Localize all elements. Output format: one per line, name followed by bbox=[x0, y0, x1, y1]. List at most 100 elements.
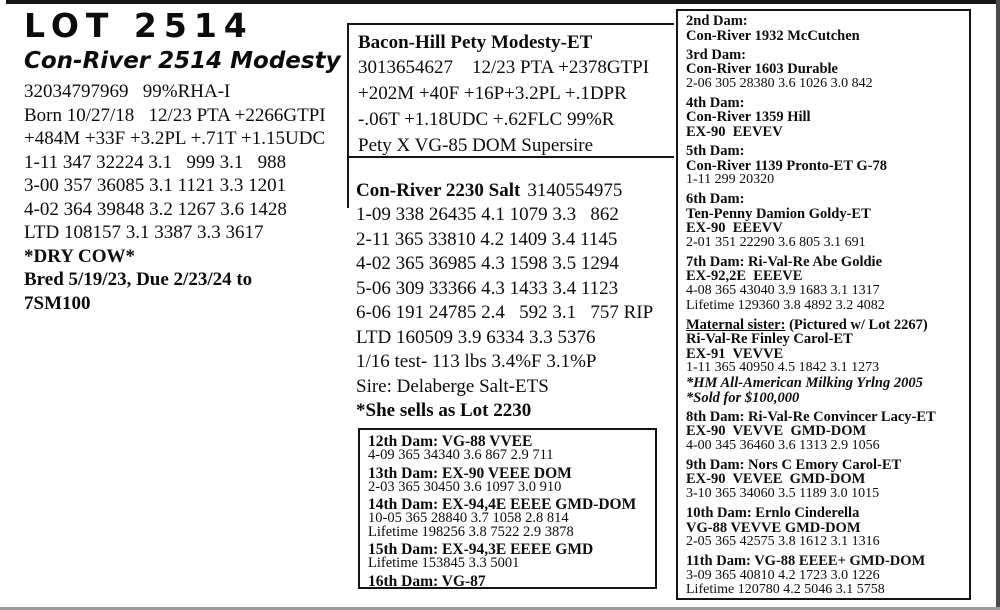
dam-entry-header: 2nd Dam: bbox=[686, 13, 748, 29]
dam-entry-classification: EX-90 EEVEV bbox=[686, 123, 783, 140]
dam-lifetime-record: LTD 160509 3.9 6334 3.3 5376 bbox=[356, 326, 596, 348]
dam-entry-record: 2-05 365 42575 3.8 1612 3.1 1316 bbox=[686, 534, 880, 550]
dam-entry-header: 11th Dam: VG-88 EEEE+ GMD-DOM bbox=[686, 553, 926, 570]
lot-number-title: LOT 2514 bbox=[24, 6, 254, 45]
dam-entry-10th: 10th Dam: Ernlo Cinderella VG-88 VEVVE G… bbox=[686, 506, 965, 550]
dam-entry-name: Con-River 1359 Hill bbox=[686, 109, 811, 126]
dam-entry-15th: 15th Dam: EX-94,3E EEEE GMD Lifetime 153… bbox=[368, 542, 647, 571]
dam-entry-name: Con-River 1139 Pronto-ET G-78 bbox=[686, 157, 887, 174]
dam-entry-classification: EX-90 VEVVE GMD-DOM bbox=[686, 423, 867, 440]
sire-block: Bacon-Hill Pety Modesty-ET 3013654627 12… bbox=[347, 23, 674, 158]
birth-pta-line: Born 10/27/18 12/23 PTA +2266GTPI bbox=[24, 104, 326, 126]
dam-registration: 3140554975 bbox=[527, 180, 623, 201]
dam-sire-line: Sire: Delaberge Salt-ETS bbox=[356, 375, 549, 397]
column-divider-stub bbox=[347, 158, 349, 208]
lot-info-column: LOT 2514 Con-River 2514 Modesty 32034797… bbox=[24, 6, 346, 315]
bottom-border-rule bbox=[0, 607, 1000, 610]
dam-entry-record: Lifetime 198256 3.8 7522 2.9 3878 bbox=[368, 523, 574, 540]
dam-test-line: 1/16 test- 113 lbs 3.4%F 3.1%P bbox=[356, 351, 597, 372]
dam-entry-lifetime: Lifetime 129360 3.8 4892 3.2 4082 bbox=[686, 297, 885, 313]
dam-entry-header: 3rd Dam: bbox=[686, 46, 747, 63]
lifetime-record: LTD 108157 3.1 3387 3.3 3617 bbox=[24, 222, 264, 243]
dam-entry-header: 13th Dam: EX-90 VEEE DOM bbox=[368, 464, 572, 482]
dam-entry-5th: 5th Dam: Con-River 1139 Pronto-ET G-78 1… bbox=[686, 144, 965, 188]
maternal-sister-note: (Pictured w/ Lot 2267) bbox=[785, 316, 928, 333]
dry-cow-note: *DRY COW* bbox=[24, 245, 136, 267]
dam-entry-7th: 7th Dam: Ri-Val-Re Abe Goldie EX-92,2E E… bbox=[686, 255, 965, 313]
dam-lactation-record: 1-09 338 26435 4.1 1079 3.3 862 bbox=[356, 204, 619, 225]
dam-entry-header: 14th Dam: EX-94,4E EEEE GMD-DOM bbox=[368, 496, 637, 513]
dam-entry-name: Ten-Penny Damion Goldy-ET bbox=[686, 205, 871, 222]
dam-entry-record: 2-01 351 22290 3.6 805 3.1 691 bbox=[686, 234, 866, 250]
maternal-sister-award: *HM All-American Milking Yrlng 2005 bbox=[686, 375, 923, 391]
dam-entry-record: 3-09 365 40810 4.2 1723 3.0 1226 bbox=[686, 567, 880, 583]
dam-entry-classification: EX-90 EEEVV bbox=[686, 220, 783, 237]
dam-entry-record: 10-05 365 28840 3.7 1058 2.8 814 bbox=[368, 510, 569, 526]
maternal-sister-header: Maternal sister: (Pictured w/ Lot 2267) bbox=[686, 316, 965, 333]
sire-pta-traits-line: -.06T +1.18UDC +.62FLC 99%R bbox=[358, 109, 615, 130]
dam-entry-classification: VG-88 VEVVE GMD-DOM bbox=[686, 519, 861, 536]
dam-entry-header: 7th Dam: Ri-Val-Re Abe Goldie bbox=[686, 253, 883, 270]
dam-entry-16th: 16th Dam: VG-87 bbox=[368, 572, 647, 589]
dam-entry-record: 2-06 305 28380 3.6 1026 3.0 842 bbox=[686, 75, 873, 91]
maternal-sister-classification: EX-91 VEVVE bbox=[686, 345, 784, 362]
dam-sells-note: *She sells as Lot 2230 bbox=[356, 400, 532, 421]
dam-entry-lifetime: Lifetime 120780 4.2 5046 3.1 5758 bbox=[686, 582, 885, 598]
dam-entry-header: 15th Dam: EX-94,3E EEEE GMD bbox=[368, 541, 594, 558]
dam-lactation-record: 2-11 365 33810 4.2 1409 3.4 1145 bbox=[356, 228, 618, 250]
dam-entry-record: 1-11 299 20320 bbox=[686, 172, 775, 188]
dam-entry-record: 4-00 345 36460 3.6 1313 2.9 1056 bbox=[686, 437, 880, 453]
dam-entry-header: 9th Dam: Nors C Emory Carol-ET bbox=[686, 456, 902, 473]
lactation-record: 4-02 364 39848 3.2 1267 3.6 1428 bbox=[24, 198, 287, 220]
dam-name: Con-River 2230 Salt bbox=[356, 180, 521, 201]
dam-lactation-record: 5-06 309 33366 4.3 1433 3.4 1123 bbox=[356, 277, 619, 299]
lot-detail-lines: 32034797969 99%RHA-I Born 10/27/18 12/23… bbox=[24, 80, 346, 315]
maternal-sister-label: Maternal sister: bbox=[686, 316, 786, 333]
maternal-sister-sale-note: *Sold for $100,000 bbox=[686, 389, 800, 406]
maternal-sister-record: 1-11 365 40950 4.5 1842 3.1 1273 bbox=[686, 360, 880, 376]
dam-entry-9th: 9th Dam: Nors C Emory Carol-ET EX-90 VEV… bbox=[686, 458, 965, 502]
dam-entry-record: 4-09 365 34340 3.6 867 2.9 711 bbox=[368, 447, 554, 463]
right-border-rule bbox=[996, 0, 1000, 610]
dam-entry-13th: 13th Dam: EX-90 VEEE DOM 2-03 365 30450 … bbox=[368, 464, 647, 495]
bred-due-note: Bred 5/19/23, Due 2/23/24 to bbox=[24, 269, 253, 290]
sire-reg-pta-line: 3013654627 12/23 PTA +2378GTPI bbox=[358, 57, 650, 78]
dam-entry-11th: 11th Dam: VG-88 EEEE+ GMD-DOM 3-09 365 4… bbox=[686, 554, 965, 598]
dam-entry-14th: 14th Dam: EX-94,4E EEEE GMD-DOM 10-05 36… bbox=[368, 497, 647, 539]
further-dams-box: 12th Dam: VG-88 VVEE 4-09 365 34340 3.6 … bbox=[358, 428, 657, 589]
maternal-sister-entry: Maternal sister: (Pictured w/ Lot 2267) … bbox=[686, 316, 965, 406]
dam-entry-header: 4th Dam: bbox=[686, 94, 745, 111]
lactation-record: 3-00 357 36085 3.1 1121 3.3 1201 bbox=[24, 175, 287, 196]
service-sire-code: 7SM100 bbox=[24, 292, 91, 314]
maternal-line-box: 2nd Dam: Con-River 1932 McCutchen 3rd Da… bbox=[676, 9, 971, 600]
dam-entry-8th: 8th Dam: Ri-Val-Re Convincer Lacy-ET EX-… bbox=[686, 408, 965, 454]
pta-traits-line: +484M +33F +3.2PL +.71T +1.15UDC bbox=[24, 128, 326, 149]
dam-entry-classification: EX-90 VEVEE GMD-DOM bbox=[686, 471, 866, 488]
lactation-record: 1-11 347 32224 3.1 999 3.1 988 bbox=[24, 151, 287, 173]
dam-lactation-record: 6-06 191 24785 2.4 592 3.1 757 RIP bbox=[356, 302, 654, 323]
dam-lactation-record: 4-02 365 36985 4.3 1598 3.5 1294 bbox=[356, 253, 619, 274]
top-border-rule bbox=[6, 0, 1000, 4]
animal-name: Con-River 2514 Modesty bbox=[24, 48, 341, 74]
dam-entry-3rd: 3rd Dam: Con-River 1603 Durable 2-06 305… bbox=[686, 46, 965, 92]
dam-entry-header: 12th Dam: VG-88 VVEE bbox=[368, 433, 533, 450]
dam-entry-name: Con-River 1603 Durable bbox=[686, 61, 838, 78]
dam-entry-header: 6th Dam: bbox=[686, 191, 745, 208]
dam-entry-header: 16th Dam: VG-87 bbox=[368, 572, 486, 589]
dam-entry-4th: 4th Dam: Con-River 1359 Hill EX-90 EEVEV bbox=[686, 96, 965, 140]
dam-entry-record: 4-08 365 43040 3.9 1683 3.1 1317 bbox=[686, 283, 880, 299]
dam-entry-header: 8th Dam: Ri-Val-Re Convincer Lacy-ET bbox=[686, 408, 936, 425]
dam-entry-header: 5th Dam: bbox=[686, 142, 745, 159]
dam-entry-12th: 12th Dam: VG-88 VVEE 4-09 365 34340 3.6 … bbox=[368, 434, 647, 463]
dam-entry-name: Con-River 1932 McCutchen bbox=[686, 27, 860, 44]
sire-pta-traits-line: +202M +40F +16P+3.2PL +.1DPR bbox=[358, 83, 627, 104]
dam-entry-header: 10th Dam: Ernlo Cinderella bbox=[686, 504, 860, 521]
registration-line: 32034797969 99%RHA-I bbox=[24, 81, 231, 102]
dam-entry-6th: 6th Dam: Ten-Penny Damion Goldy-ET EX-90… bbox=[686, 192, 965, 250]
maternal-sister-name: Ri-Val-Re Finley Carol-ET bbox=[686, 331, 853, 348]
dam-entry-2nd: 2nd Dam: Con-River 1932 McCutchen bbox=[686, 14, 965, 43]
dam-name-line: Con-River 2230 Salt 3140554975 bbox=[356, 178, 674, 203]
dam-entry-classification: EX-92,2E EEEVE bbox=[686, 268, 803, 285]
dam-entry-record: 3-10 365 34060 3.5 1189 3.0 1015 bbox=[686, 485, 880, 501]
